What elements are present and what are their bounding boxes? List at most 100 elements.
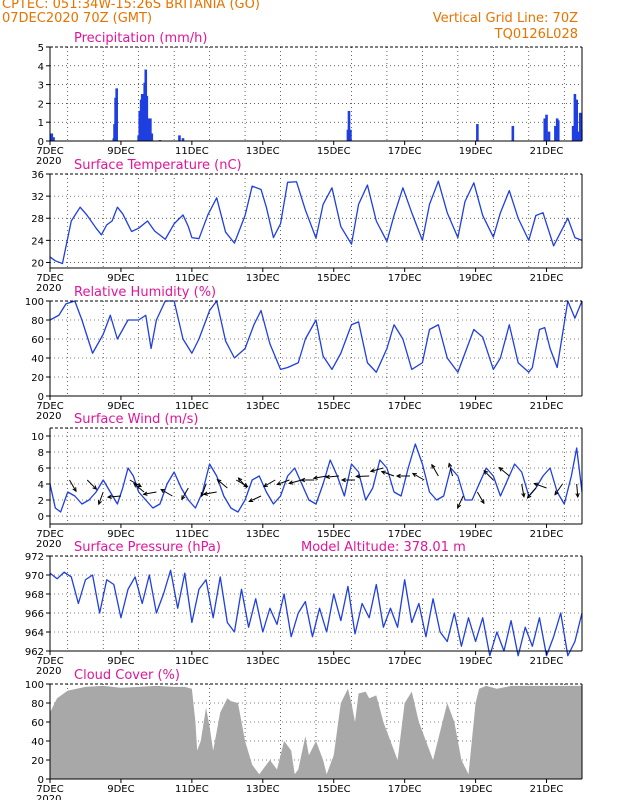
x-tick-label: 7DEC <box>36 401 63 412</box>
wind-vector <box>289 479 302 484</box>
precip-bar <box>554 125 557 141</box>
x-tick-label: 15DEC <box>317 656 351 667</box>
wind-vector <box>326 475 340 478</box>
precip-bar <box>347 110 351 141</box>
wind-vector-head <box>288 480 294 485</box>
wind-vector-head <box>137 482 143 488</box>
x-tick-label: 15DEC <box>317 146 351 157</box>
x-tick-label: 13DEC <box>246 273 280 284</box>
wind-vector-head <box>72 487 77 493</box>
temp-line <box>49 180 583 265</box>
x-tick-label: 15DEC <box>317 784 351 795</box>
x-tick-label: 19DEC <box>459 401 493 412</box>
wind-vector <box>499 467 510 477</box>
wind-vector-head <box>411 472 417 478</box>
wind-vector <box>217 479 228 489</box>
y-tick-label: 962 <box>25 647 44 658</box>
x-tick-label: 21DEC <box>530 401 564 412</box>
x-tick-label: 19DEC <box>459 784 493 795</box>
y-tick-label: 80 <box>31 316 44 327</box>
x-tick-label: 7DEC <box>36 273 63 284</box>
wind-vector-head <box>369 468 375 473</box>
y-tick-label: 966 <box>25 609 44 620</box>
y-tick-label: 972 <box>25 552 44 563</box>
precip-bar <box>150 133 154 141</box>
x-tick-label: 15DEC <box>317 529 351 540</box>
precip-bar <box>181 138 185 141</box>
x-tick-label: 17DEC <box>388 401 422 412</box>
wind-vector-head <box>380 470 386 475</box>
wind-vector <box>576 483 579 497</box>
wind-vector <box>527 487 537 499</box>
wind-vector <box>203 491 217 495</box>
rh-title: Relative Humidity (%) <box>74 285 216 300</box>
y-tick-label: 964 <box>25 628 44 639</box>
precip-bar <box>511 125 515 141</box>
y-tick-label: 3 <box>38 81 44 92</box>
wind-vector <box>160 489 173 497</box>
precip-bar <box>579 129 583 141</box>
wind-vector <box>98 491 104 505</box>
wind-vector <box>277 479 290 485</box>
wind-vector-head <box>160 488 166 494</box>
wind-vector <box>381 471 395 477</box>
y-tick-label: 40 <box>31 737 44 748</box>
y-tick-label: 4 <box>38 62 44 73</box>
x-tick-label: 13DEC <box>246 784 280 795</box>
x-tick-label: 7DEC <box>36 529 63 540</box>
wind-vector <box>431 464 439 477</box>
precip-bar <box>141 112 145 141</box>
precip-bar <box>547 131 551 141</box>
precip-bar <box>50 133 54 141</box>
cloud-title: Cloud Cover (%) <box>74 668 180 683</box>
y-tick-label: 28 <box>31 214 44 225</box>
x-tick-label: 7DEC <box>36 146 63 157</box>
wind-vector-head <box>216 478 222 484</box>
precip-bar <box>577 131 580 141</box>
wind-vector <box>263 479 276 487</box>
x-tick-label: 13DEC <box>246 656 280 667</box>
wind-vector <box>313 475 327 479</box>
wind-vector <box>554 483 563 495</box>
y-tick-label: 20 <box>31 373 44 384</box>
wind-vector-head <box>395 473 401 479</box>
x-tick-label: 17DEC <box>388 784 422 795</box>
wind-vector <box>476 491 485 504</box>
x-tick-label: 11DEC <box>175 273 209 284</box>
x-tick-label: 11DEC <box>175 529 209 540</box>
wind-vector-head <box>312 475 318 480</box>
x-tick-label: 19DEC <box>459 656 493 667</box>
precip-bar <box>178 135 181 141</box>
wind-vector <box>143 491 157 495</box>
year-label: 2020 <box>36 666 61 677</box>
precip-bar <box>149 118 152 141</box>
wind-vector <box>249 495 262 502</box>
x-tick-label: 21DEC <box>530 656 564 667</box>
precip-bar <box>138 110 142 141</box>
y-tick-label: 20 <box>31 258 44 269</box>
x-tick-label: 15DEC <box>317 273 351 284</box>
year-label: 2020 <box>36 156 61 167</box>
wind-title: Surface Wind (m/s) <box>74 412 198 427</box>
wind-vector-head <box>340 477 346 483</box>
precip-panel: 0 1 2 3 4 5 7DEC 9DEC 11DEC 13DEC 15DEC 17DEC 19DEC 2… <box>36 31 583 167</box>
model-code: TQ0126L028 <box>494 27 578 42</box>
wind-vector <box>483 470 494 481</box>
pressure-title: Surface Pressure (hPa) <box>74 540 221 555</box>
y-tick-label: 970 <box>25 571 44 582</box>
y-tick-label: 32 <box>31 192 44 203</box>
wind-vector-head <box>106 494 112 500</box>
y-tick-label: 4 <box>38 480 44 491</box>
pressure-panel: 962 964 966 968 970 972 7DEC 9DEC 11DEC 13DEC 15DE… <box>25 540 583 677</box>
precip-title: Precipitation (mm/h) <box>74 31 207 46</box>
x-tick-label: 11DEC <box>175 401 209 412</box>
x-tick-label: 9DEC <box>107 784 134 795</box>
wind-vector-head <box>483 469 489 475</box>
x-tick-label: 11DEC <box>175 146 209 157</box>
y-tick-label: 968 <box>25 590 44 601</box>
precip-bar <box>476 124 479 141</box>
x-tick-label: 21DEC <box>530 784 564 795</box>
wind-vector-head <box>457 503 462 509</box>
x-tick-label: 9DEC <box>107 401 134 412</box>
date-header: 07DEC2020 70Z (GMT) <box>2 11 153 26</box>
